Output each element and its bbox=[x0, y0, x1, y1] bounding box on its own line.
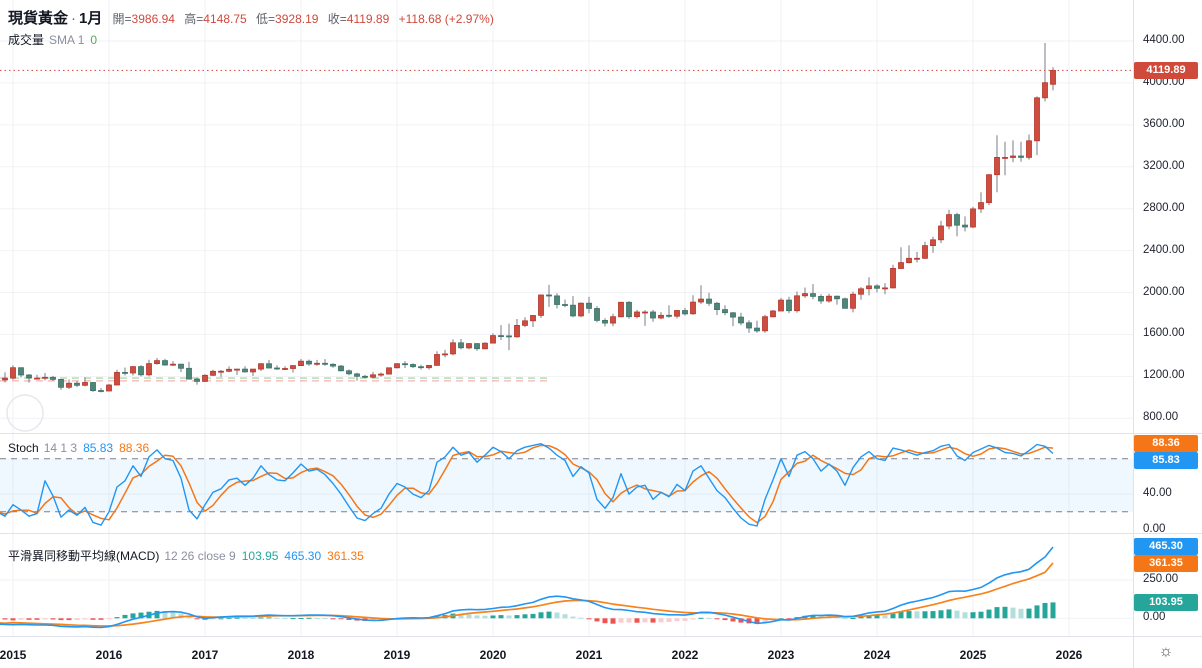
year-label: 2024 bbox=[863, 648, 891, 662]
price-tick-label: 3600.00 bbox=[1143, 117, 1185, 130]
macd-hist-value: 103.95 bbox=[241, 549, 279, 563]
price-tick-label: 4000.00 bbox=[1143, 75, 1185, 88]
price-tick-label: 2000.00 bbox=[1143, 285, 1185, 298]
year-label: 2023 bbox=[767, 648, 795, 662]
year-label: 2025 bbox=[959, 648, 987, 662]
macd-title[interactable]: 平滑異同移動平均線(MACD) bbox=[8, 549, 160, 563]
macd-tick-label: 250.00 bbox=[1143, 573, 1179, 585]
close-value: 4119.89 bbox=[346, 12, 390, 26]
legend-separator: · bbox=[71, 10, 77, 27]
price-tick-label: 800.00 bbox=[1143, 411, 1179, 424]
macd-tick-label: 0.00 bbox=[1143, 611, 1166, 624]
price-tick-label: 2800.00 bbox=[1143, 201, 1185, 214]
price-tick-label: 1200.00 bbox=[1143, 369, 1185, 382]
macd-signal-badge: 361.35 bbox=[1134, 554, 1198, 572]
year-label: 2015 bbox=[0, 648, 27, 662]
main-legend: 現貨黃金 · 1月 開=3986.94 高=4148.75 低=3928.19 收=… bbox=[8, 7, 494, 28]
gear-icon[interactable]: ☼ bbox=[1158, 643, 1174, 660]
symbol-title[interactable]: 現貨黃金 bbox=[8, 10, 69, 27]
year-label: 2017 bbox=[191, 648, 219, 662]
volume-params: SMA 1 bbox=[49, 33, 85, 47]
open-label: 開= bbox=[112, 12, 132, 26]
macd-signal-value: 361.35 bbox=[327, 549, 364, 563]
year-label: 2022 bbox=[671, 648, 699, 662]
macd-hist-badge: 103.95 bbox=[1134, 593, 1198, 611]
stoch-d-value: 88.36 bbox=[119, 441, 150, 455]
low-value: 3928.19 bbox=[275, 12, 319, 26]
stoch-params: 14 1 3 bbox=[43, 441, 78, 455]
volume-legend: 成交量 SMA 1 0 bbox=[8, 31, 97, 48]
close-label: 收= bbox=[327, 12, 347, 26]
stoch-tick-label: 0.00 bbox=[1143, 522, 1166, 535]
stoch-legend: Stoch 14 1 3 85.83 88.36 bbox=[8, 441, 149, 455]
low-label: 低= bbox=[256, 12, 276, 26]
macd-line-value: 465.30 bbox=[284, 549, 322, 563]
year-label: 2026 bbox=[1055, 648, 1083, 662]
stoch-k-badge: 85.83 bbox=[1134, 452, 1198, 470]
macd-line-badge: 465.30 bbox=[1134, 537, 1198, 555]
high-label: 高= bbox=[184, 12, 204, 26]
stoch-k-value: 85.83 bbox=[83, 441, 114, 455]
year-label: 2019 bbox=[383, 648, 411, 662]
stoch-title[interactable]: Stoch bbox=[8, 441, 39, 455]
macd-params: 12 26 close 9 bbox=[164, 549, 236, 563]
open-value: 3986.94 bbox=[131, 12, 175, 26]
change-value: +118.68 (+2.97%) bbox=[398, 12, 494, 26]
year-label: 2020 bbox=[479, 648, 507, 662]
year-label: 2016 bbox=[95, 648, 123, 662]
volume-label[interactable]: 成交量 bbox=[8, 33, 45, 47]
year-label: 2018 bbox=[287, 648, 315, 662]
stoch-d-badge: 88.36 bbox=[1134, 435, 1198, 453]
price-tick-label: 4400.00 bbox=[1143, 34, 1185, 46]
volume-value: 0 bbox=[90, 33, 98, 47]
price-tick-label: 2400.00 bbox=[1143, 243, 1185, 256]
last-price-badge: 4119.89 bbox=[1134, 61, 1198, 79]
stoch-tick-label: 40.00 bbox=[1143, 487, 1172, 500]
interval-label[interactable]: 1月 bbox=[79, 10, 103, 27]
macd-legend: 平滑異同移動平均線(MACD) 12 26 close 9 103.95 465.30… bbox=[8, 547, 364, 564]
price-tick-label: 3200.00 bbox=[1143, 159, 1185, 172]
price-tick-label: 1600.00 bbox=[1143, 327, 1185, 340]
high-value: 4148.75 bbox=[203, 12, 247, 26]
ohlc-readout: 開=3986.94 高=4148.75 低=3928.19 收=4119.89 … bbox=[113, 12, 494, 26]
year-label: 2021 bbox=[575, 648, 603, 662]
